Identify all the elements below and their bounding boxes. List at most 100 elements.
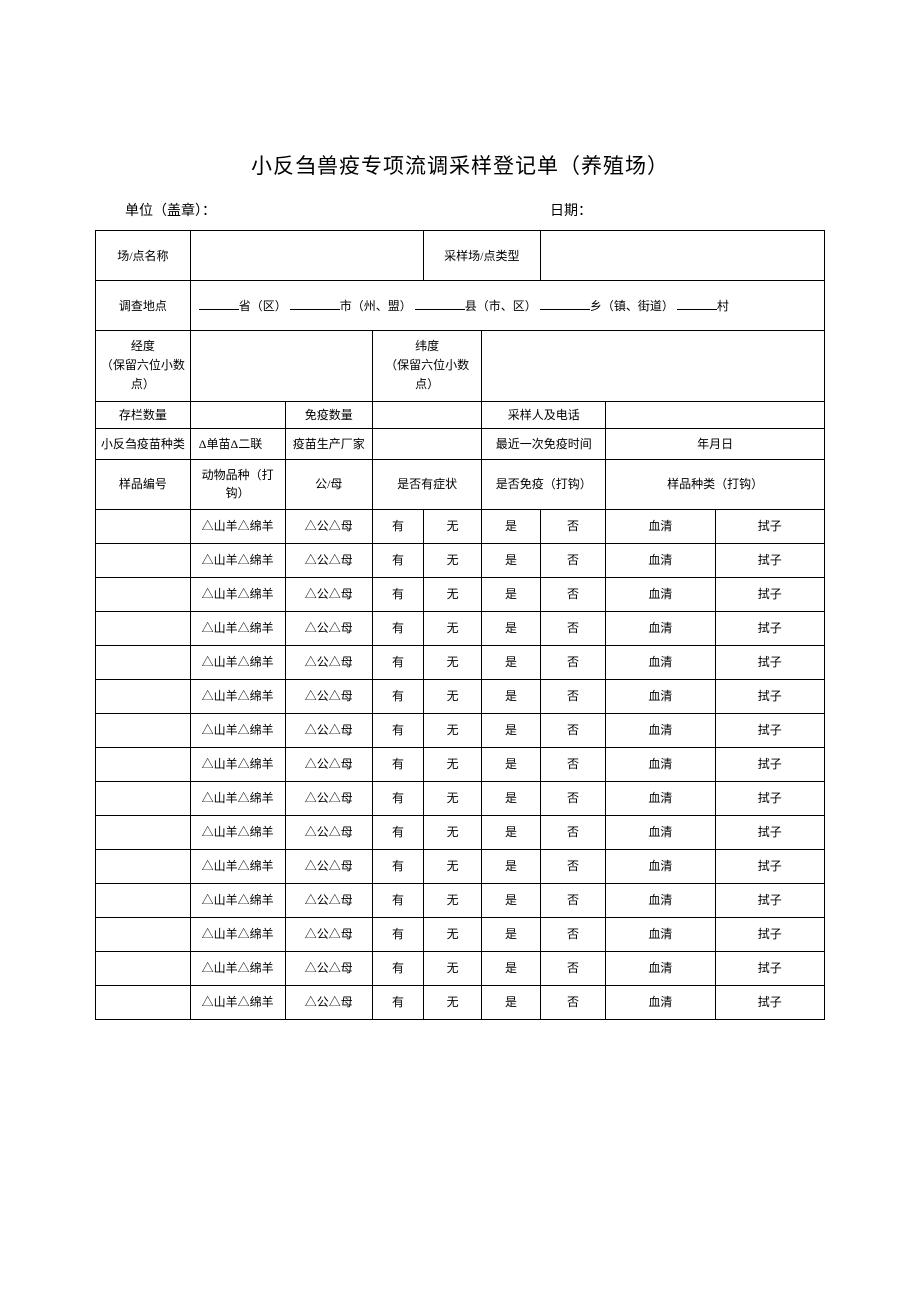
sex-cell[interactable]: △公△母 (285, 713, 372, 747)
sample-no-field[interactable] (96, 645, 191, 679)
species-cell[interactable]: △山羊△绵羊 (190, 815, 285, 849)
serum-cell[interactable]: 血清 (606, 815, 715, 849)
immunized-yes-cell[interactable]: 是 (482, 509, 540, 543)
species-cell[interactable]: △山羊△绵羊 (190, 509, 285, 543)
symptom-no-cell[interactable]: 无 (424, 849, 482, 883)
species-cell[interactable]: △山羊△绵羊 (190, 951, 285, 985)
species-cell[interactable]: △山羊△绵羊 (190, 645, 285, 679)
symptom-yes-cell[interactable]: 有 (373, 509, 424, 543)
sample-no-field[interactable] (96, 849, 191, 883)
sample-no-field[interactable] (96, 781, 191, 815)
immunized-no-cell[interactable]: 否 (540, 543, 606, 577)
immunized-yes-cell[interactable]: 是 (482, 713, 540, 747)
immunized-yes-cell[interactable]: 是 (482, 611, 540, 645)
serum-cell[interactable]: 血清 (606, 577, 715, 611)
symptom-no-cell[interactable]: 无 (424, 543, 482, 577)
sex-cell[interactable]: △公△母 (285, 917, 372, 951)
symptom-yes-cell[interactable]: 有 (373, 781, 424, 815)
serum-cell[interactable]: 血清 (606, 543, 715, 577)
serum-cell[interactable]: 血清 (606, 917, 715, 951)
symptom-no-cell[interactable]: 无 (424, 815, 482, 849)
swab-cell[interactable]: 拭子 (715, 543, 824, 577)
species-cell[interactable]: △山羊△绵羊 (190, 917, 285, 951)
immunized-no-cell[interactable]: 否 (540, 509, 606, 543)
immunized-no-cell[interactable]: 否 (540, 781, 606, 815)
serum-cell[interactable]: 血清 (606, 645, 715, 679)
swab-cell[interactable]: 拭子 (715, 917, 824, 951)
swab-cell[interactable]: 拭子 (715, 713, 824, 747)
sample-no-field[interactable] (96, 611, 191, 645)
site-name-field[interactable] (190, 231, 423, 281)
symptom-yes-cell[interactable]: 有 (373, 645, 424, 679)
species-cell[interactable]: △山羊△绵羊 (190, 543, 285, 577)
immunized-yes-cell[interactable]: 是 (482, 543, 540, 577)
sex-cell[interactable]: △公△母 (285, 679, 372, 713)
immunized-yes-cell[interactable]: 是 (482, 815, 540, 849)
immunized-no-cell[interactable]: 否 (540, 713, 606, 747)
sex-cell[interactable]: △公△母 (285, 577, 372, 611)
swab-cell[interactable]: 拭子 (715, 679, 824, 713)
sample-no-field[interactable] (96, 985, 191, 1019)
symptom-yes-cell[interactable]: 有 (373, 713, 424, 747)
symptom-no-cell[interactable]: 无 (424, 883, 482, 917)
species-cell[interactable]: △山羊△绵羊 (190, 713, 285, 747)
immunized-yes-cell[interactable]: 是 (482, 679, 540, 713)
sex-cell[interactable]: △公△母 (285, 747, 372, 781)
sampler-phone-field[interactable] (606, 401, 825, 428)
serum-cell[interactable]: 血清 (606, 849, 715, 883)
immunized-yes-cell[interactable]: 是 (482, 985, 540, 1019)
stock-count-field[interactable] (190, 401, 285, 428)
immunized-no-cell[interactable]: 否 (540, 917, 606, 951)
symptom-no-cell[interactable]: 无 (424, 781, 482, 815)
serum-cell[interactable]: 血清 (606, 781, 715, 815)
symptom-yes-cell[interactable]: 有 (373, 577, 424, 611)
immunized-no-cell[interactable]: 否 (540, 951, 606, 985)
immunized-no-cell[interactable]: 否 (540, 645, 606, 679)
species-cell[interactable]: △山羊△绵羊 (190, 781, 285, 815)
species-cell[interactable]: △山羊△绵羊 (190, 985, 285, 1019)
latitude-field[interactable] (482, 331, 825, 402)
swab-cell[interactable]: 拭子 (715, 849, 824, 883)
swab-cell[interactable]: 拭子 (715, 883, 824, 917)
vaccine-manufacturer-field[interactable] (373, 428, 482, 459)
immunized-no-cell[interactable]: 否 (540, 577, 606, 611)
symptom-no-cell[interactable]: 无 (424, 679, 482, 713)
immunized-no-cell[interactable]: 否 (540, 747, 606, 781)
species-cell[interactable]: △山羊△绵羊 (190, 883, 285, 917)
immune-count-field[interactable] (373, 401, 482, 428)
serum-cell[interactable]: 血清 (606, 713, 715, 747)
swab-cell[interactable]: 拭子 (715, 645, 824, 679)
sample-no-field[interactable] (96, 679, 191, 713)
symptom-no-cell[interactable]: 无 (424, 577, 482, 611)
immunized-yes-cell[interactable]: 是 (482, 645, 540, 679)
symptom-yes-cell[interactable]: 有 (373, 679, 424, 713)
immunized-no-cell[interactable]: 否 (540, 815, 606, 849)
sex-cell[interactable]: △公△母 (285, 849, 372, 883)
symptom-yes-cell[interactable]: 有 (373, 985, 424, 1019)
swab-cell[interactable]: 拭子 (715, 951, 824, 985)
symptom-yes-cell[interactable]: 有 (373, 951, 424, 985)
symptom-yes-cell[interactable]: 有 (373, 543, 424, 577)
symptom-yes-cell[interactable]: 有 (373, 815, 424, 849)
vaccine-type-value[interactable]: Δ单苗Δ二联 (190, 428, 285, 459)
symptom-no-cell[interactable]: 无 (424, 713, 482, 747)
serum-cell[interactable]: 血清 (606, 747, 715, 781)
swab-cell[interactable]: 拭子 (715, 815, 824, 849)
swab-cell[interactable]: 拭子 (715, 781, 824, 815)
serum-cell[interactable]: 血清 (606, 679, 715, 713)
sex-cell[interactable]: △公△母 (285, 509, 372, 543)
symptom-yes-cell[interactable]: 有 (373, 849, 424, 883)
immunized-no-cell[interactable]: 否 (540, 679, 606, 713)
serum-cell[interactable]: 血清 (606, 985, 715, 1019)
sex-cell[interactable]: △公△母 (285, 611, 372, 645)
sex-cell[interactable]: △公△母 (285, 543, 372, 577)
serum-cell[interactable]: 血清 (606, 611, 715, 645)
swab-cell[interactable]: 拭子 (715, 577, 824, 611)
immunized-yes-cell[interactable]: 是 (482, 917, 540, 951)
serum-cell[interactable]: 血清 (606, 509, 715, 543)
immunized-yes-cell[interactable]: 是 (482, 577, 540, 611)
sample-no-field[interactable] (96, 815, 191, 849)
symptom-no-cell[interactable]: 无 (424, 645, 482, 679)
swab-cell[interactable]: 拭子 (715, 611, 824, 645)
site-type-field[interactable] (540, 231, 824, 281)
